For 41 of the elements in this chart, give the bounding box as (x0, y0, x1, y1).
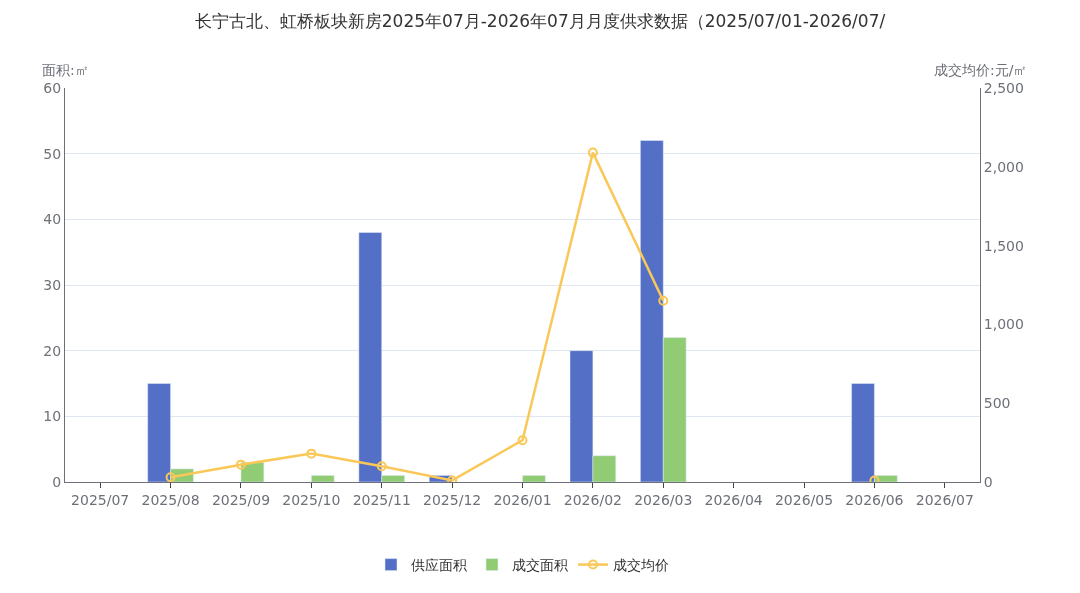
x-tick-label: 2026/01 (493, 491, 552, 508)
y-tick-label: 60 (43, 79, 62, 96)
legend-label: 供应面积 (411, 557, 467, 574)
y-tick-label: 10 (43, 408, 62, 425)
x-tick-label: 2025/10 (282, 491, 341, 508)
x-tick-label: 2026/07 (915, 491, 974, 508)
y2-tick-label: 0 (983, 473, 993, 490)
x-tick-label: 2025/08 (141, 491, 200, 508)
x-tick-label: 2025/11 (352, 491, 411, 508)
y2-tick-label: 2,000 (983, 158, 1024, 175)
legend-label: 成交面积 (512, 557, 568, 574)
point (517, 435, 528, 446)
y2-tick-label: 2,500 (983, 79, 1024, 96)
y2-tick-label: 1,000 (983, 316, 1024, 333)
y-axis-title: 面积:㎡ (42, 62, 89, 78)
point (306, 448, 317, 459)
bar (522, 475, 546, 482)
point (587, 147, 598, 158)
x-tick-label: 2026/04 (704, 491, 763, 508)
x-tick-label: 2026/06 (845, 491, 904, 508)
y-tick-label: 40 (43, 211, 62, 228)
y-tick-label: 30 (43, 276, 62, 293)
point (376, 461, 387, 472)
point (235, 459, 246, 470)
y2-tick-label: 1,500 (983, 237, 1024, 254)
x-tick-label: 2025/12 (423, 491, 482, 508)
y-tick-label: 20 (43, 342, 62, 359)
y-tick-label: 50 (43, 145, 62, 162)
bar (311, 475, 335, 482)
y2-axis-title: 成交均价:元/㎡ (934, 62, 1028, 78)
y2-tick-label: 500 (983, 395, 1011, 412)
point (658, 295, 669, 306)
chart-title: 长宁古北、虹桥板块新房2025年07月-2026年07月月度供求数据（2025/07/01-2026/07/ (194, 10, 886, 31)
x-tick-label: 2025/07 (71, 491, 130, 508)
legend-label: 成交均价 (613, 557, 669, 574)
y-tick-label: 0 (52, 473, 62, 490)
x-tick-label: 2026/05 (774, 491, 834, 508)
x-tick-label: 2026/03 (634, 491, 693, 508)
x-tick-label: 2025/09 (211, 491, 271, 508)
x-tick-label: 2026/02 (563, 491, 622, 508)
point (165, 472, 176, 482)
